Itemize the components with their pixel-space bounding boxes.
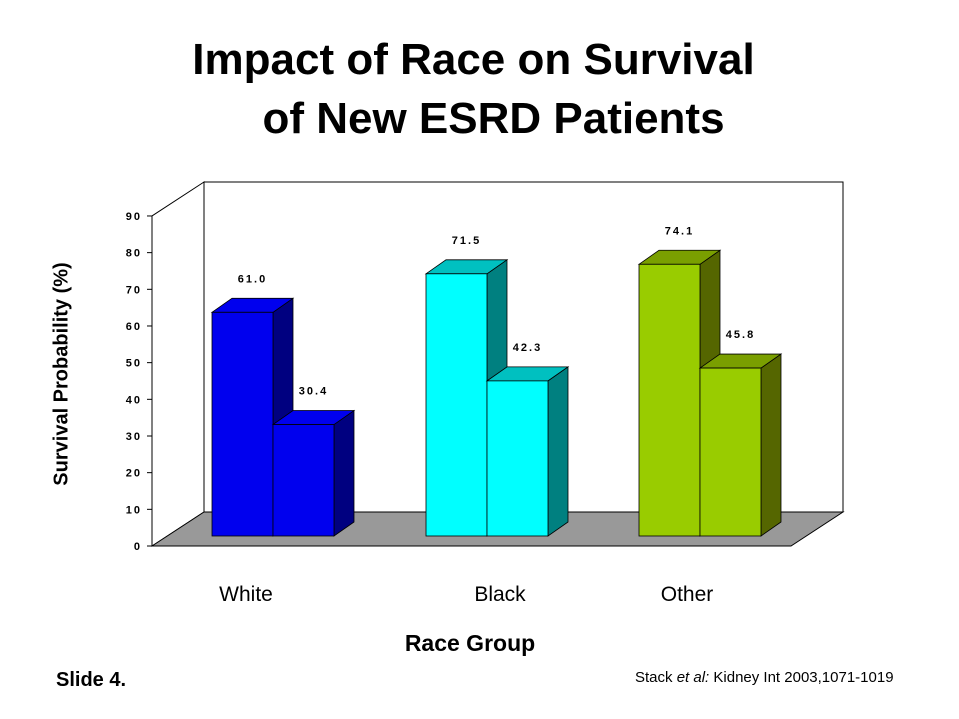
y-tick-label: 60: [126, 321, 142, 333]
x-axis-title: Race Group: [404, 630, 536, 656]
bar-side-face: [547, 366, 569, 537]
chart-title-line-2: of New ESRD Patients: [262, 94, 725, 143]
citation: Stack et al: Kidney Int 2003,1071-1019: [635, 669, 894, 686]
bar-data-label: 45.8: [726, 329, 755, 341]
y-tick-label: 50: [126, 358, 142, 370]
y-tick-label: 80: [126, 248, 142, 260]
y-tick-label: 70: [126, 284, 142, 296]
y-axis-title: Survival Probability (%): [50, 262, 73, 486]
bar-front-face: [486, 380, 549, 537]
category-label-black: Black: [474, 583, 526, 606]
category-label-white: White: [219, 583, 273, 606]
citation-etal: et al:: [676, 669, 710, 686]
bar-front-face: [272, 424, 335, 537]
y-tick-label: 40: [126, 394, 142, 406]
bar-data-label: 42.3: [513, 342, 542, 354]
bar-data-label: 61.0: [238, 273, 267, 285]
bar-side-face: [760, 353, 782, 537]
bar-data-label: 74.1: [665, 225, 694, 237]
chart-side-wall: [151, 181, 205, 547]
y-tick-label: 30: [126, 431, 142, 443]
bar-data-label: 71.5: [452, 235, 481, 247]
citation-author: Stack: [635, 669, 677, 686]
y-tick-label: 20: [126, 468, 142, 480]
bar-front-face: [425, 273, 488, 537]
bar-other-series-2: [698, 353, 783, 537]
slide-number: Slide 4.: [56, 669, 127, 691]
bar-white-series-2: [271, 409, 356, 537]
y-tick-label: 0: [134, 541, 142, 553]
bar-front-face: [211, 311, 274, 537]
y-tick-label: 10: [126, 504, 142, 516]
bar-side-face: [333, 409, 355, 537]
citation-rest: Kidney Int 2003,1071-1019: [709, 669, 894, 686]
bar-front-face: [699, 367, 762, 537]
bar-data-label: 30.4: [299, 386, 328, 398]
category-label-other: Other: [660, 583, 714, 606]
y-tick-label: 90: [126, 211, 142, 223]
bar-black-series-2: [485, 366, 570, 537]
chart-title-line-1: Impact of Race on Survival: [192, 35, 755, 84]
bar-front-face: [638, 263, 701, 537]
